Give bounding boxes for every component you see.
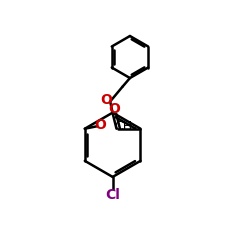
Text: O: O bbox=[100, 92, 112, 106]
Text: O: O bbox=[94, 118, 106, 132]
Text: Cl: Cl bbox=[105, 188, 120, 202]
Text: O: O bbox=[108, 102, 120, 117]
Text: CH₃: CH₃ bbox=[114, 120, 137, 134]
